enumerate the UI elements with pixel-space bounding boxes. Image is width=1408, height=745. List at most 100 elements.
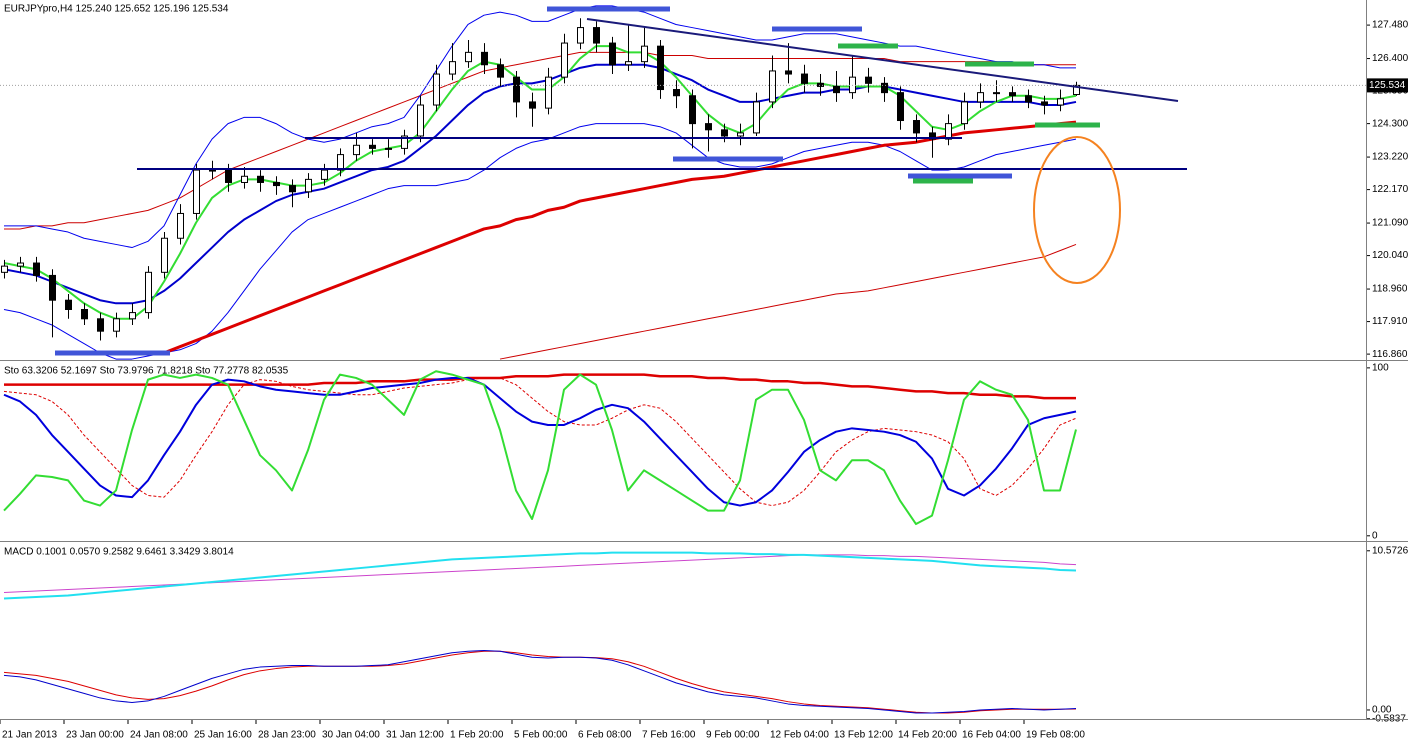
x-tick-label: 6 Feb 08:00 xyxy=(578,730,632,741)
candle-body xyxy=(945,123,952,140)
x-tick-label: 9 Feb 00:00 xyxy=(706,730,760,741)
panel xyxy=(1,5,1080,360)
y-tick-label: 100 xyxy=(1372,363,1389,374)
y-tick-label: 127.480 xyxy=(1372,20,1408,31)
x-tick-label: 16 Feb 04:00 xyxy=(962,730,1021,741)
candle-body xyxy=(625,61,632,66)
candle-body xyxy=(129,312,136,320)
x-tick-label: 1 Feb 20:00 xyxy=(450,730,504,741)
x-tick-label: 5 Feb 00:00 xyxy=(514,730,568,741)
candle-body xyxy=(1041,101,1048,106)
candle-body xyxy=(577,27,584,44)
panel-title: Sto 63.3206 52.1697 Sto 73.9796 71.8218 … xyxy=(4,366,289,377)
y-tick-label: 124.300 xyxy=(1372,118,1408,129)
candle-body xyxy=(817,82,824,87)
candle-body xyxy=(257,175,264,183)
candle-body xyxy=(481,51,488,66)
x-tick-label: 28 Jan 23:00 xyxy=(258,730,316,741)
y-tick-label: 123.220 xyxy=(1372,152,1408,163)
candle-body xyxy=(593,27,600,44)
candle-body xyxy=(865,76,872,84)
candle-body xyxy=(785,70,792,75)
indicator-line xyxy=(163,120,1077,355)
candle-body xyxy=(673,89,680,97)
y-tick-label: -0.5837 xyxy=(1372,713,1406,724)
candle-body xyxy=(497,64,504,78)
candle-body xyxy=(17,262,24,267)
y-tick-label: 122.170 xyxy=(1372,184,1408,195)
candle-body xyxy=(721,129,728,137)
y-tick-label: 126.400 xyxy=(1372,53,1408,64)
candle-body xyxy=(369,144,376,149)
candle-body xyxy=(433,73,440,106)
y-tick-label: 0 xyxy=(1372,530,1378,541)
candle-body xyxy=(177,212,184,239)
candle-body xyxy=(81,309,88,320)
candle-body xyxy=(705,123,712,131)
candle-body xyxy=(465,51,472,63)
candle-body xyxy=(1025,95,1032,103)
panel-title: MACD 0.1001 0.0570 9.2582 9.6461 3.3429 … xyxy=(4,547,234,558)
frame xyxy=(0,0,1408,720)
x-tick-label: 31 Jan 12:00 xyxy=(386,730,444,741)
y-tick-label: 116.860 xyxy=(1372,349,1408,360)
current-price-label: 125.534 xyxy=(1369,80,1406,91)
candle-body xyxy=(1009,92,1016,97)
y-tick-label: 118.960 xyxy=(1372,284,1408,295)
candle-body xyxy=(993,92,1000,95)
indicator-line xyxy=(3,63,1077,305)
x-tick-label: 24 Jan 08:00 xyxy=(130,730,188,741)
candle-body xyxy=(97,318,104,332)
highlight-ellipse xyxy=(1033,136,1121,284)
candle-body xyxy=(385,147,392,150)
candle-body xyxy=(145,271,152,314)
candle-body xyxy=(289,185,296,193)
panel-title: EURJPYpro,H4 125.240 125.652 125.196 125… xyxy=(4,4,229,15)
candle-body xyxy=(737,132,744,137)
candle-body xyxy=(1,265,8,273)
candle-body xyxy=(193,169,200,214)
candle-body xyxy=(977,92,984,103)
candle-body xyxy=(273,181,280,187)
candle-body xyxy=(657,45,664,91)
y-tick-label: 0.00 xyxy=(1372,705,1392,716)
candle-body xyxy=(961,101,968,125)
y-tick-label: 121.090 xyxy=(1372,218,1408,229)
candle-body xyxy=(1057,98,1064,106)
x-tick-label: 25 Jan 16:00 xyxy=(194,730,252,741)
candle-body xyxy=(801,73,808,84)
candle-body xyxy=(209,169,216,172)
panel xyxy=(3,551,1077,714)
candle-body xyxy=(113,318,120,332)
candle-body xyxy=(161,237,168,273)
marks: 127.480126.400125.350124.300123.220122.1… xyxy=(0,4,1408,741)
candle-body xyxy=(689,95,696,125)
indicator-line xyxy=(3,123,1077,360)
current-price-box xyxy=(1367,78,1408,93)
indicator-line xyxy=(3,650,1077,714)
candle-body xyxy=(769,70,776,103)
candle-body xyxy=(65,299,72,311)
candle-body xyxy=(33,262,40,276)
candle-body xyxy=(401,135,408,149)
x-tick-label: 13 Feb 12:00 xyxy=(834,730,893,741)
candle-body xyxy=(241,175,248,183)
indicator-line xyxy=(499,243,1077,360)
x-tick-label: 14 Feb 20:00 xyxy=(898,730,957,741)
y-tick-label: 120.040 xyxy=(1372,250,1408,261)
candle-body xyxy=(513,76,520,103)
x-tick-label: 21 Jan 2013 xyxy=(2,730,57,741)
indicator-line xyxy=(3,650,1077,714)
x-tick-label: 30 Jan 04:00 xyxy=(322,730,380,741)
candle-body xyxy=(1073,84,1080,95)
x-tick-label: 12 Feb 04:00 xyxy=(770,730,829,741)
x-tick-label: 23 Jan 00:00 xyxy=(66,730,124,741)
x-tick-label: 19 Feb 08:00 xyxy=(1026,730,1085,741)
candle-body xyxy=(561,42,568,78)
candle-body xyxy=(929,132,936,140)
y-tick-label: 117.910 xyxy=(1372,316,1408,327)
x-tick-label: 7 Feb 16:00 xyxy=(642,730,696,741)
candle-body xyxy=(225,169,232,183)
